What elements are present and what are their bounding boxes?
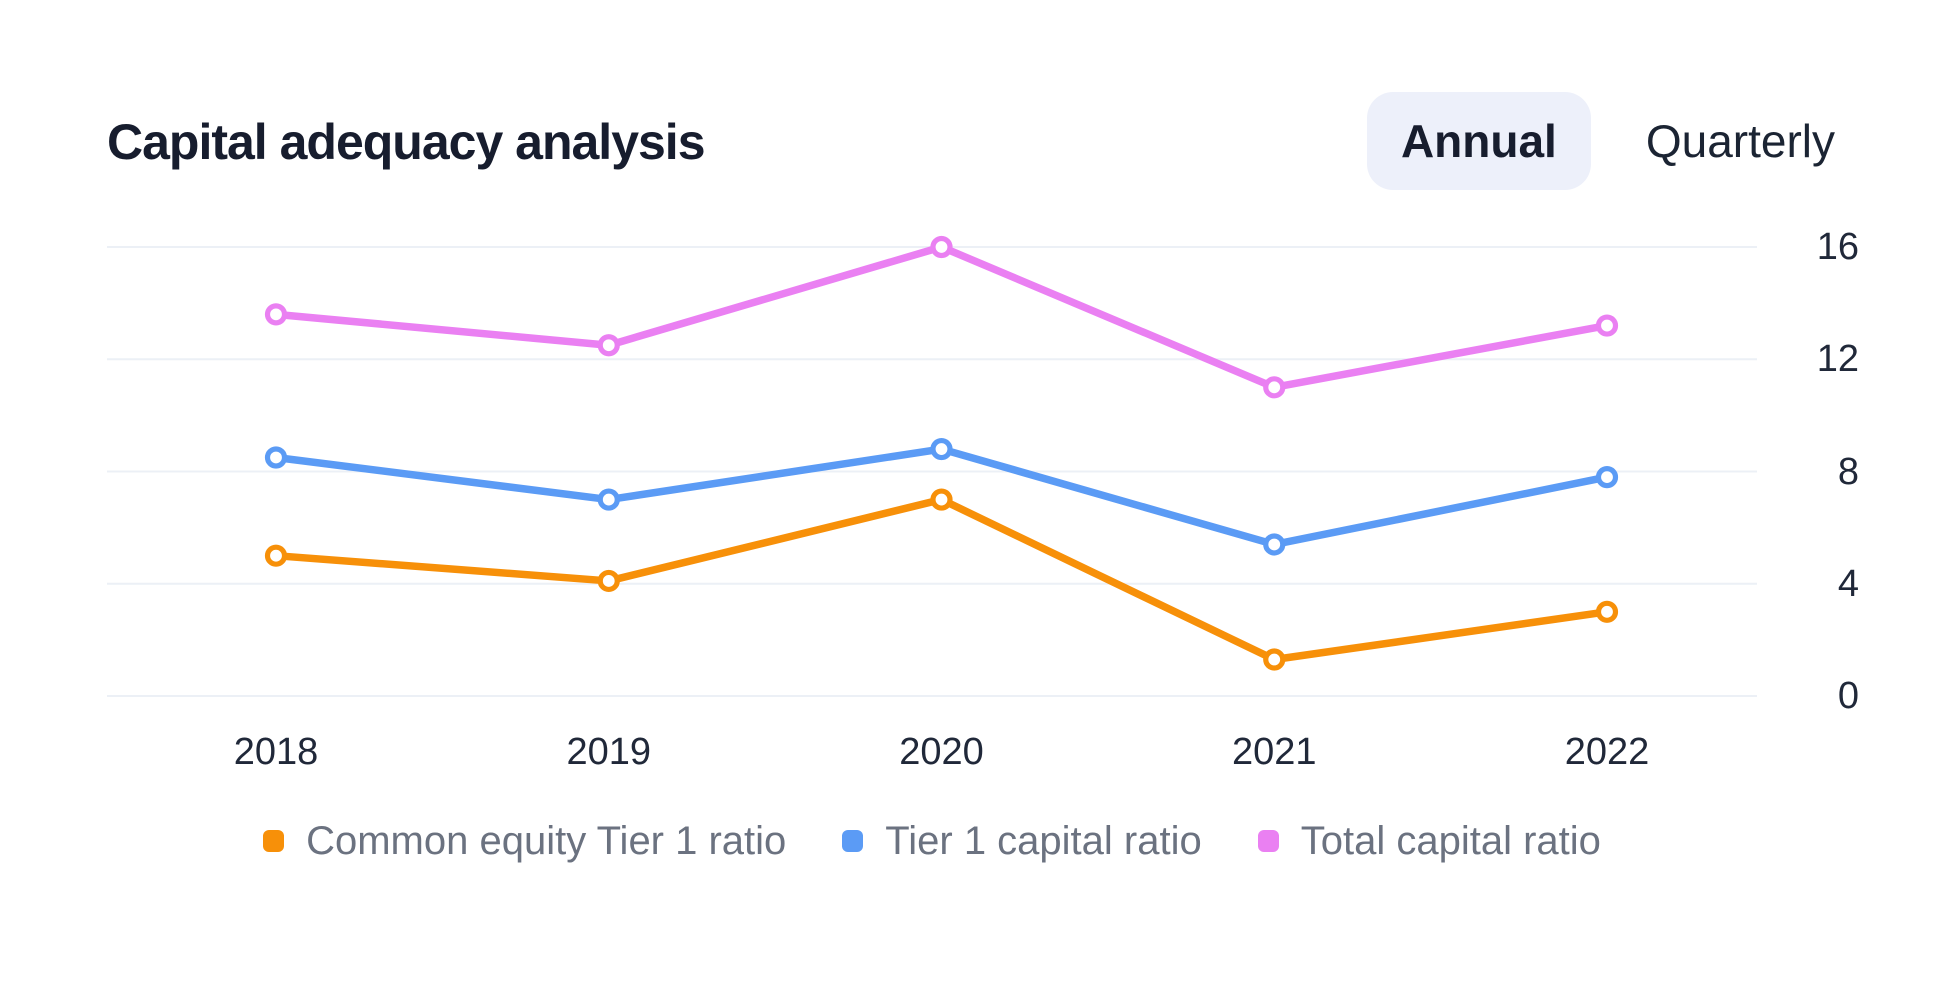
data-point[interactable] xyxy=(1263,376,1286,399)
x-tick-label: 2022 xyxy=(1564,731,1650,773)
data-point[interactable] xyxy=(930,488,953,511)
series-line xyxy=(272,243,1611,392)
y-tick-label: 16 xyxy=(1816,226,1859,268)
legend-marker-icon xyxy=(842,830,864,852)
legend-item[interactable]: Total capital ratio xyxy=(1257,818,1601,864)
legend-label: Common equity Tier 1 ratio xyxy=(306,818,787,863)
data-point[interactable] xyxy=(597,569,620,593)
x-tick-label: 2019 xyxy=(566,731,652,773)
period-toggle: Annual Quarterly xyxy=(1366,92,1835,190)
data-point[interactable] xyxy=(264,544,288,567)
data-point[interactable] xyxy=(1595,314,1619,337)
data-point[interactable] xyxy=(264,303,288,326)
legend-marker-icon xyxy=(263,830,285,852)
data-point[interactable] xyxy=(597,488,620,511)
y-tick-label: 8 xyxy=(1837,450,1859,493)
series-line xyxy=(272,495,1611,664)
data-point[interactable] xyxy=(1263,648,1286,671)
chart-legend: Common equity Tier 1 ratio Tier 1 capital… xyxy=(107,815,1757,867)
toggle-quarterly-button[interactable]: Quarterly xyxy=(1646,92,1835,190)
x-tick-label: 2020 xyxy=(899,731,984,773)
chart-header: Capital adequacy analysis Annual Quarter… xyxy=(0,0,1952,200)
data-point[interactable] xyxy=(264,446,288,469)
y-tick-label: 12 xyxy=(1816,338,1859,381)
data-point[interactable] xyxy=(597,334,620,357)
page-title: Capital adequacy analysis xyxy=(107,114,706,170)
data-point[interactable] xyxy=(930,437,953,461)
legend-item[interactable]: Common equity Tier 1 ratio xyxy=(263,819,786,864)
y-tick-label: 4 xyxy=(1837,562,1859,605)
x-tick-label: 2018 xyxy=(233,731,319,773)
data-point[interactable] xyxy=(1595,600,1619,623)
legend-label: Total capital ratio xyxy=(1300,818,1601,863)
x-tick-label: 2021 xyxy=(1231,731,1317,773)
legend-item[interactable]: Tier 1 capital ratio xyxy=(842,818,1202,864)
toggle-annual-button[interactable]: Annual xyxy=(1366,92,1591,190)
data-point[interactable] xyxy=(1263,533,1286,556)
y-tick-label: 0 xyxy=(1837,675,1859,717)
data-point[interactable] xyxy=(1595,466,1619,489)
legend-label: Tier 1 capital ratio xyxy=(885,818,1202,863)
data-point[interactable] xyxy=(930,235,953,259)
legend-marker-icon xyxy=(1257,830,1279,852)
